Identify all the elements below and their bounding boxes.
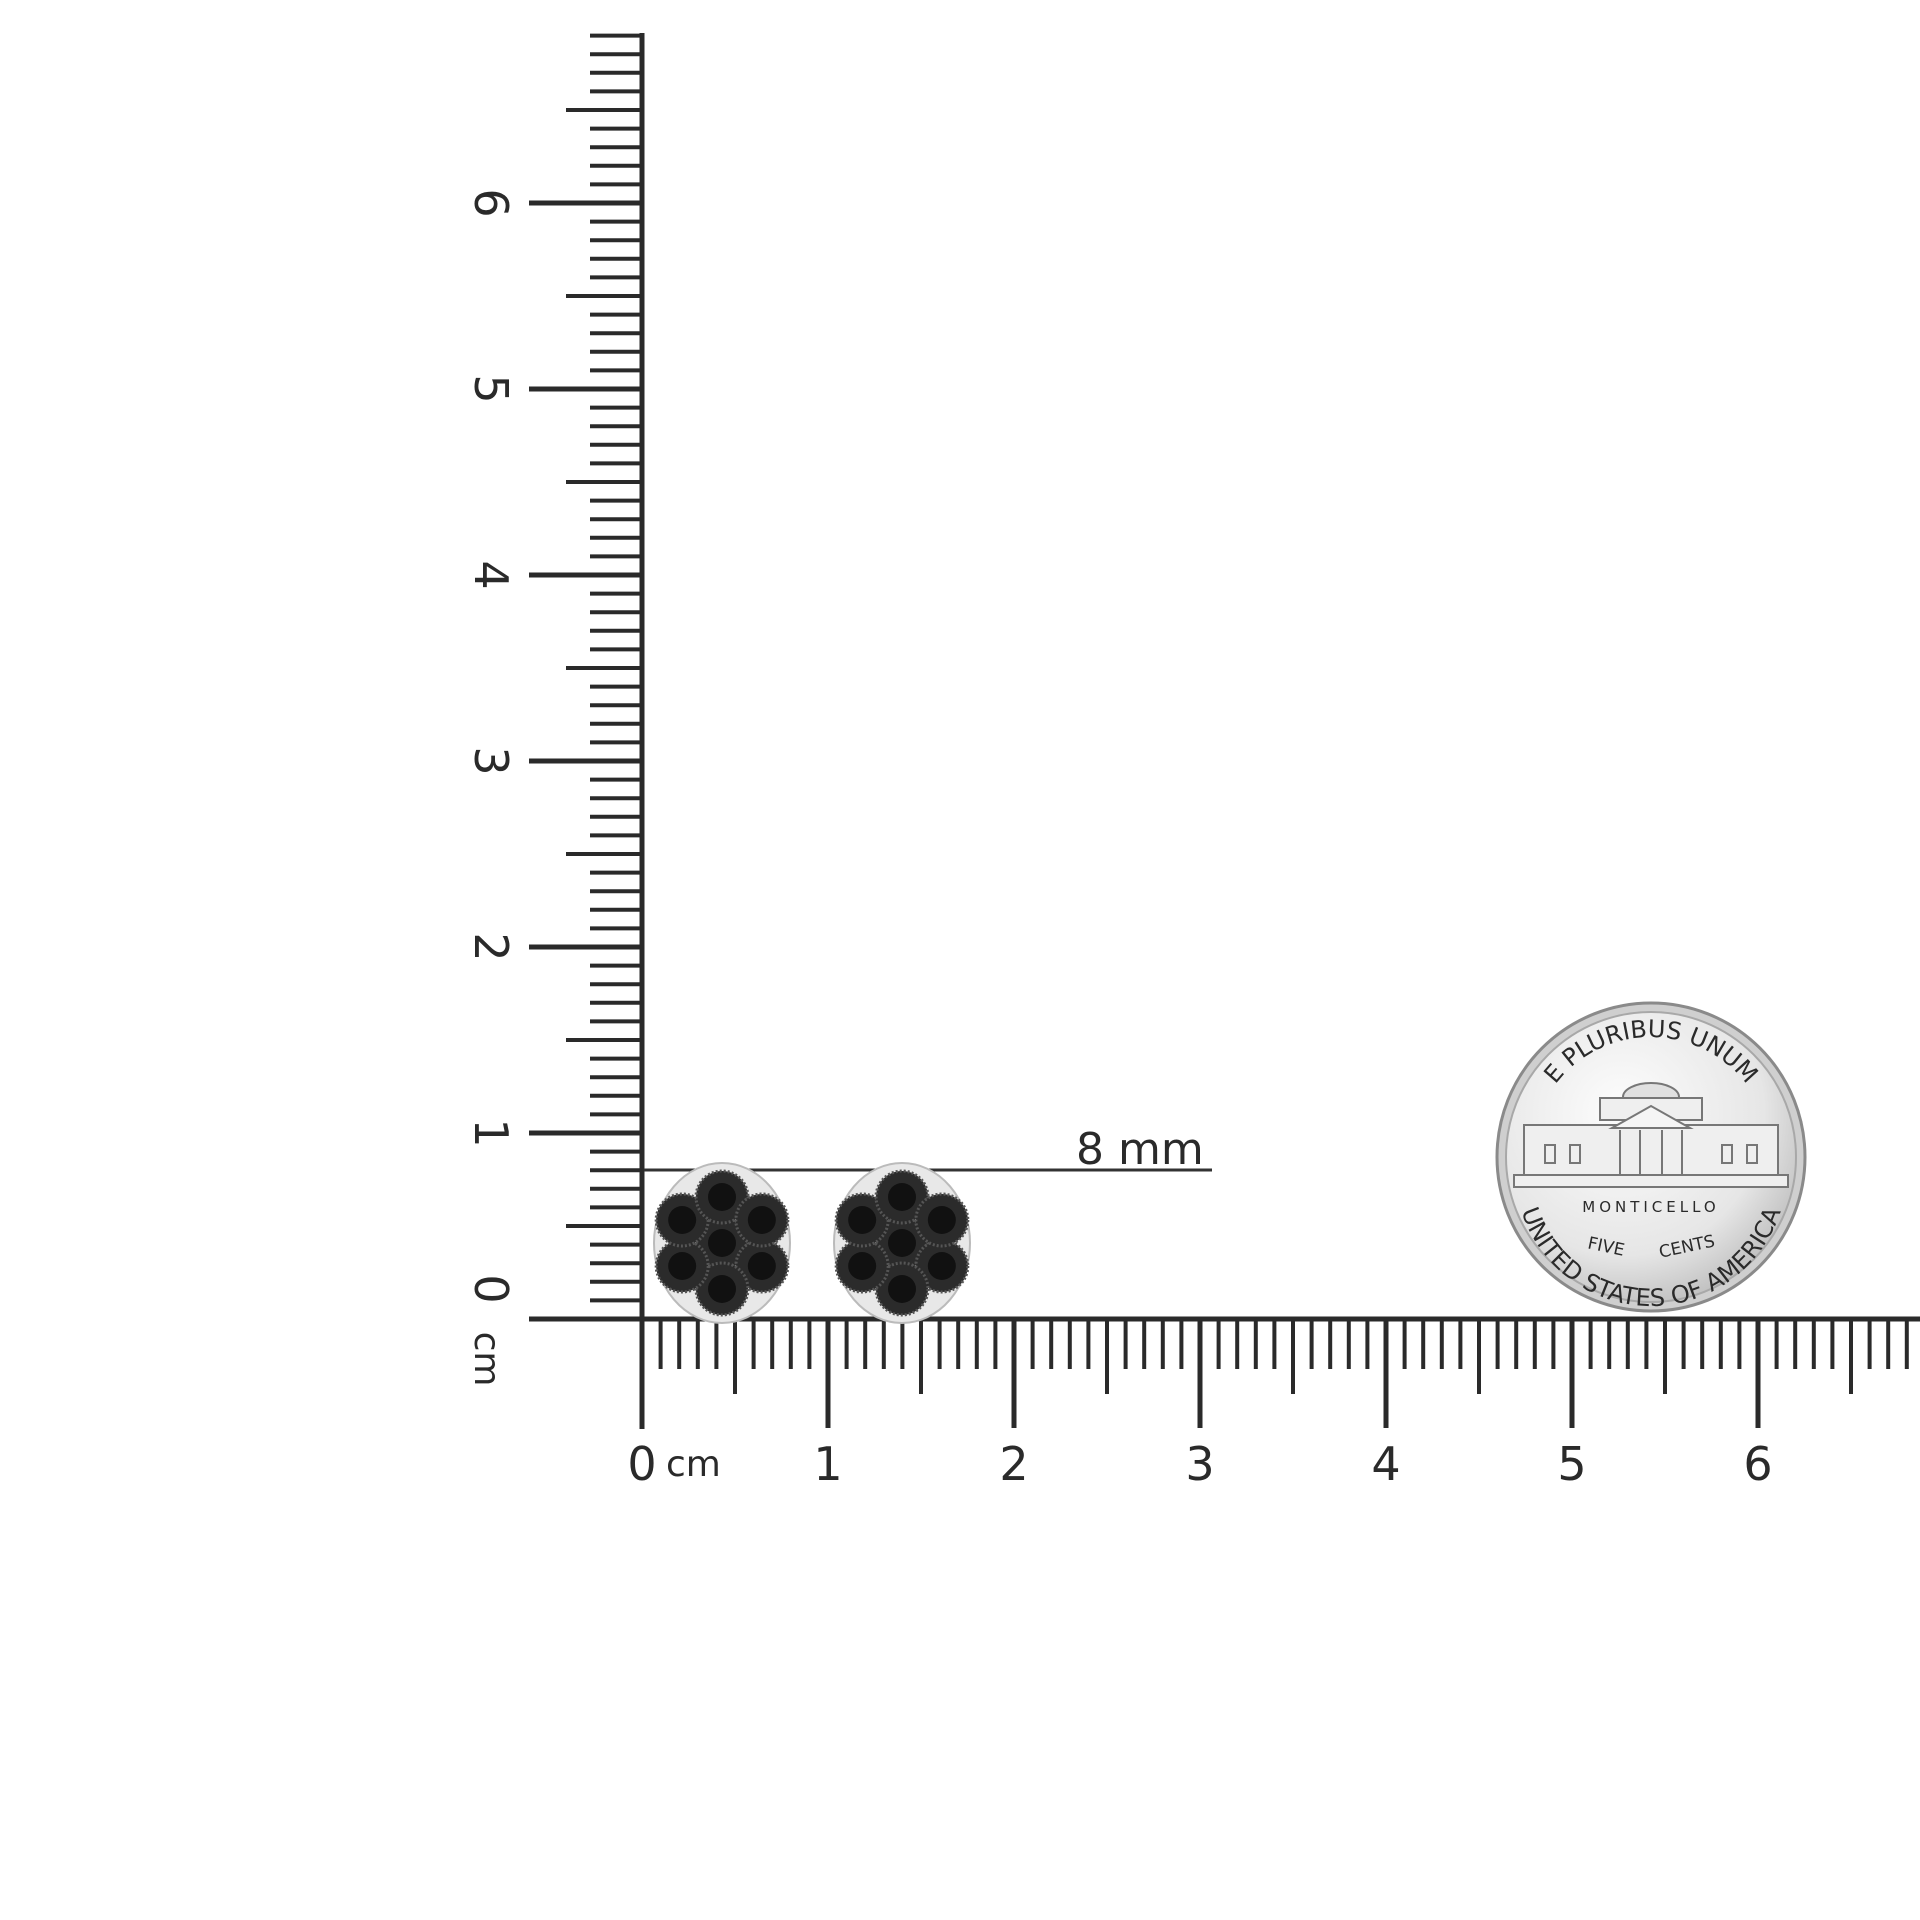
black-diamond: [848, 1252, 877, 1280]
vertical-label: 3: [464, 746, 518, 775]
black-diamond: [708, 1275, 736, 1303]
black-diamond: [888, 1229, 916, 1257]
black-diamond: [747, 1252, 776, 1280]
black-diamond: [747, 1206, 776, 1234]
horizontal-label: 2: [999, 1437, 1028, 1491]
vertical-ruler: [529, 33, 645, 1429]
vertical-unit-label: cm: [466, 1332, 507, 1387]
horizontal-ruler: [529, 1316, 1920, 1428]
black-diamond: [708, 1183, 736, 1211]
horizontal-unit-label: cm: [666, 1444, 721, 1485]
horizontal-label: 0: [627, 1437, 656, 1491]
vertical-label: 4: [464, 560, 518, 589]
black-diamond: [888, 1275, 916, 1303]
black-diamond: [668, 1206, 697, 1234]
earring-right: [833, 1162, 971, 1324]
black-diamond: [888, 1183, 916, 1211]
vertical-label: 1: [464, 1118, 518, 1147]
vertical-ruler-labels: 0 cm 1 2 3 4 5 6: [464, 188, 518, 1386]
horizontal-label: 1: [813, 1437, 842, 1491]
black-diamond: [848, 1206, 877, 1234]
black-diamond: [668, 1252, 697, 1280]
black-diamond: [927, 1252, 956, 1280]
monticello-building: [1513, 1082, 1789, 1188]
horizontal-ruler-labels: 0 cm 1 2 3 4 5 6: [627, 1437, 1772, 1491]
horizontal-label: 3: [1185, 1437, 1214, 1491]
measurement-label: 8 mm: [1076, 1124, 1204, 1175]
nickel-coin: E PLURIBUS UNUM MONTICELLO FIVE CENTS UN…: [1495, 1001, 1807, 1313]
horizontal-label: 6: [1743, 1437, 1772, 1491]
vertical-label: 6: [464, 188, 518, 217]
black-diamond: [708, 1229, 736, 1257]
horizontal-label: 4: [1371, 1437, 1400, 1491]
coin-building-text: MONTICELLO: [1582, 1198, 1720, 1216]
vertical-label: 2: [464, 932, 518, 961]
black-diamond: [927, 1206, 956, 1234]
earring-left: [653, 1162, 791, 1324]
horizontal-label: 5: [1557, 1437, 1586, 1491]
earrings: [653, 1162, 971, 1324]
vertical-label: 5: [464, 374, 518, 403]
vertical-label: 0: [464, 1274, 518, 1303]
